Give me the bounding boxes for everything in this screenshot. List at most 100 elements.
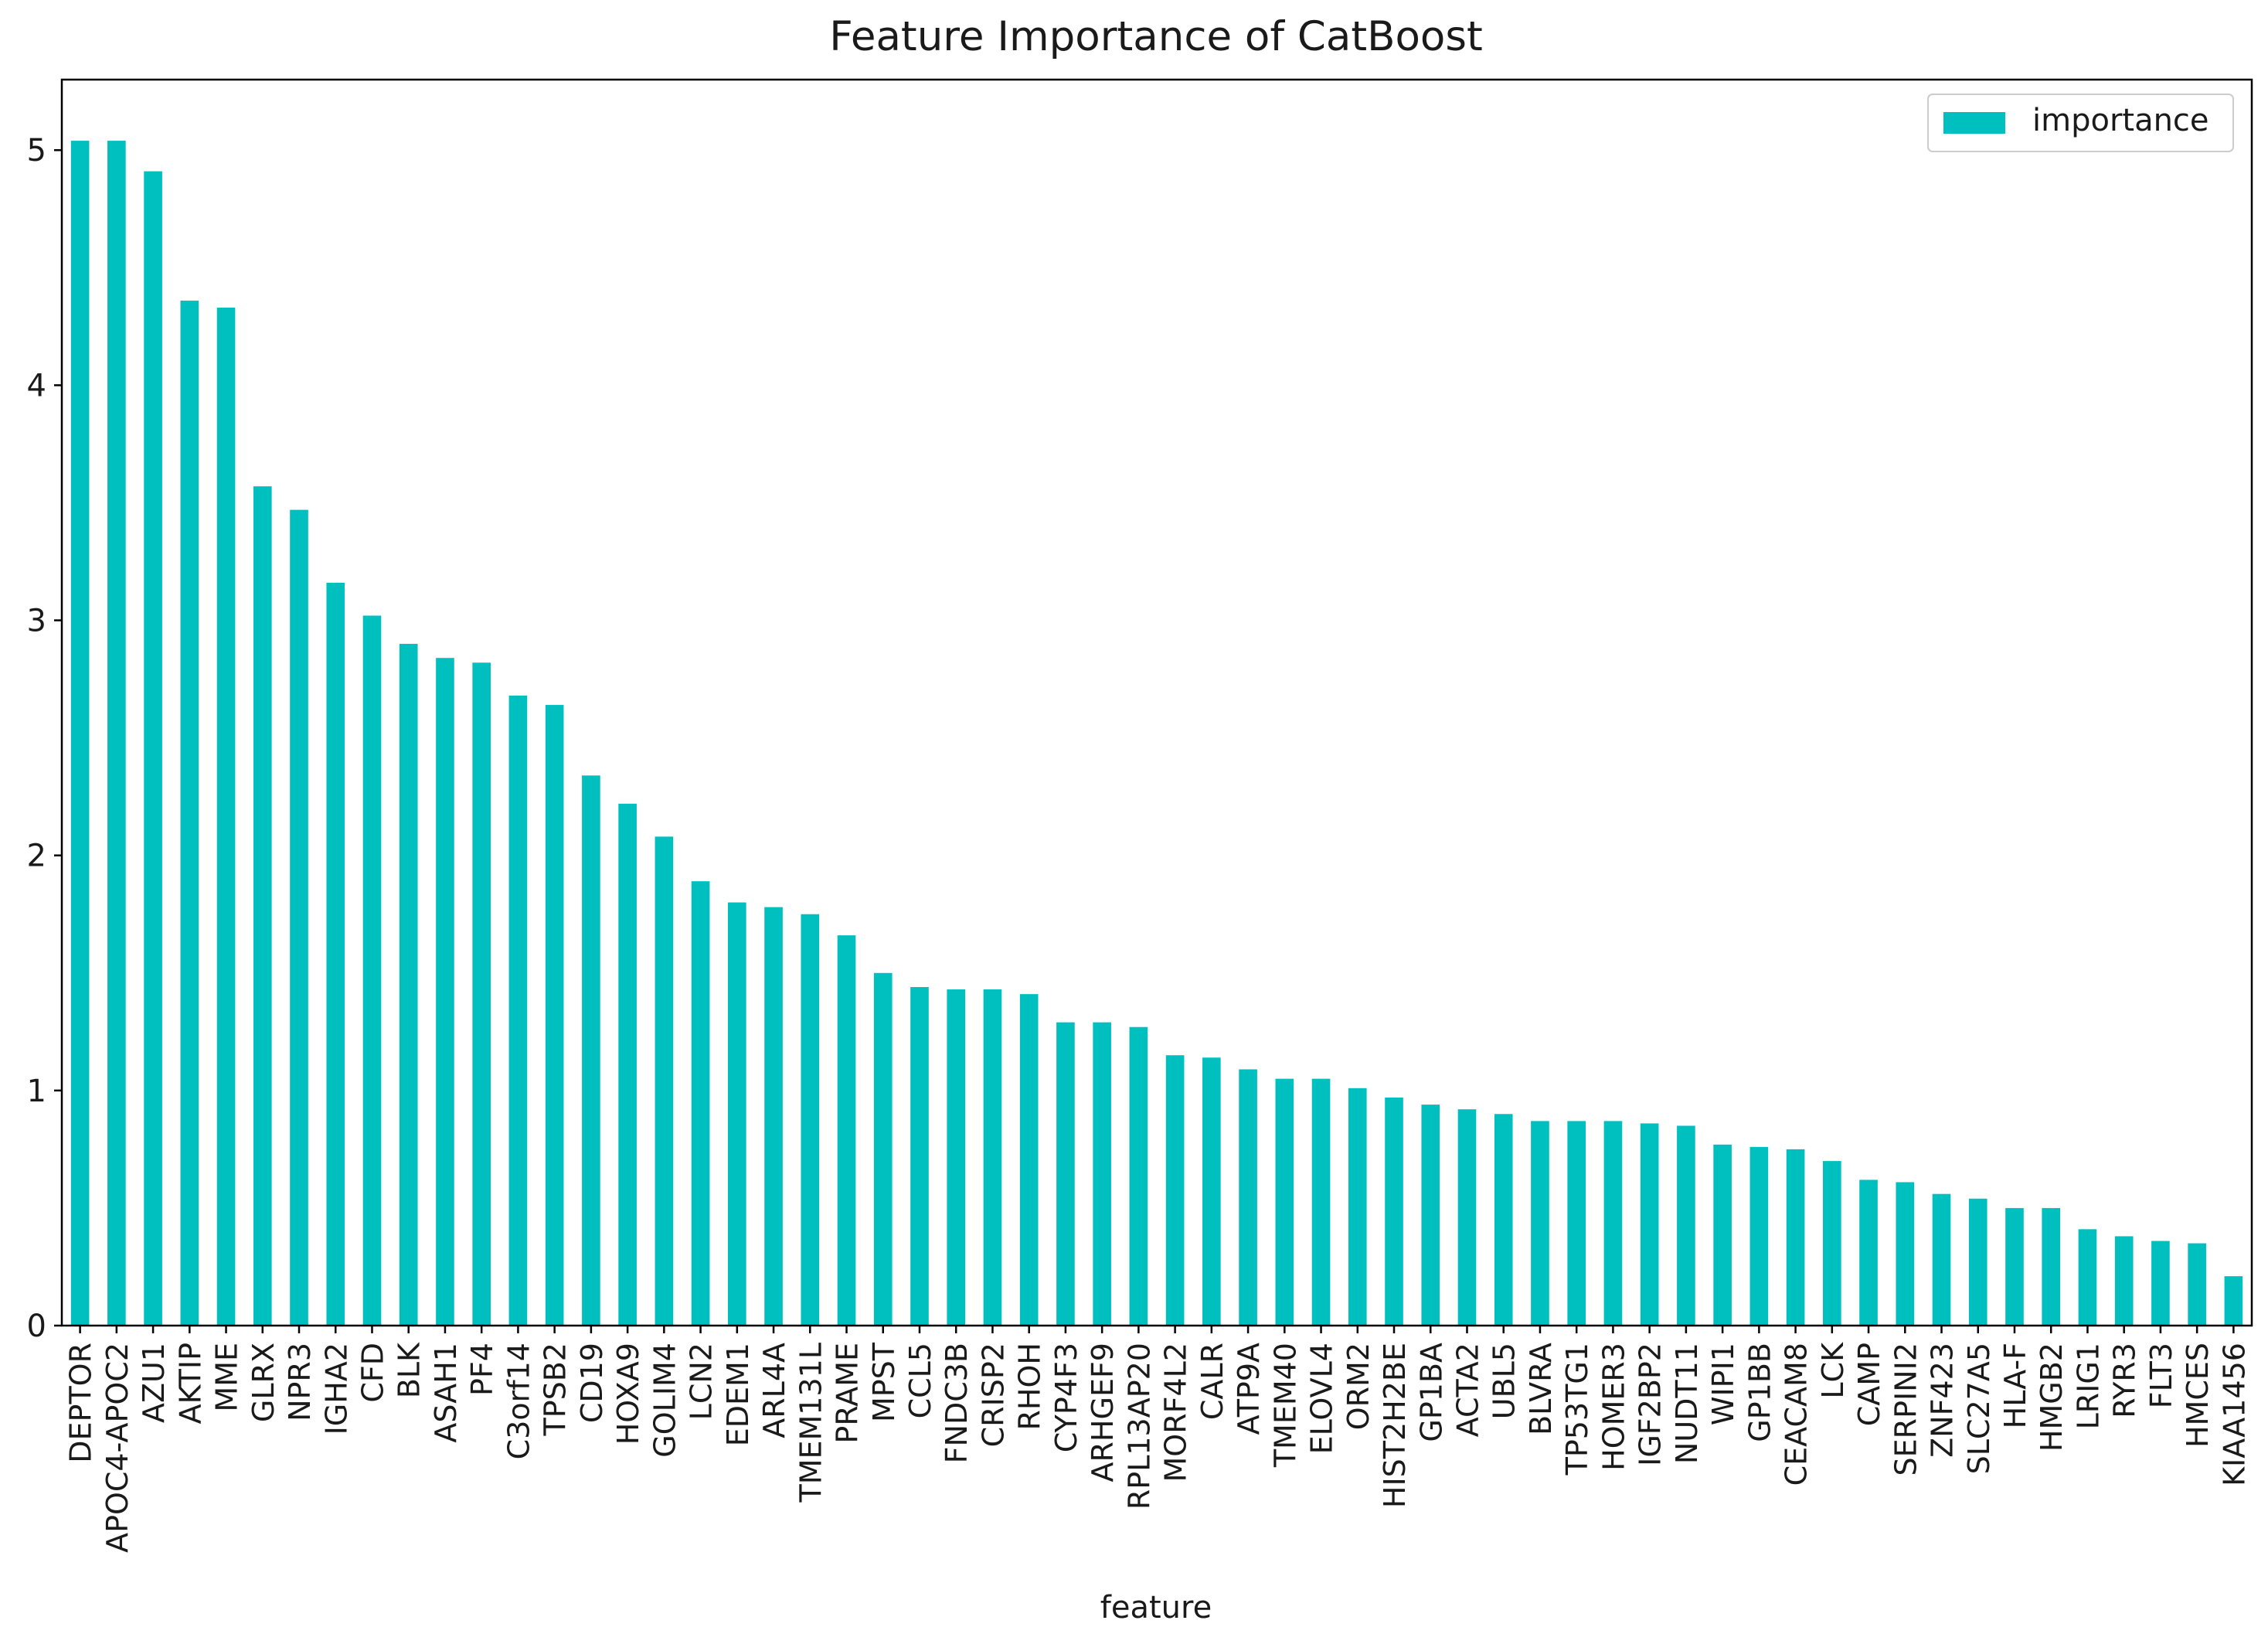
- bar: [1603, 1121, 1623, 1326]
- x-tick-label: GLRX: [247, 1343, 281, 1422]
- x-tick-label: HOMER3: [1596, 1343, 1630, 1471]
- x-tick-label: GP1BA: [1414, 1343, 1448, 1442]
- bar: [1275, 1078, 1294, 1326]
- x-tick-label: RHOH: [1013, 1343, 1047, 1430]
- x-tick-label: HMCES: [2181, 1343, 2215, 1448]
- bar: [947, 989, 966, 1326]
- x-tick-label: WIPI1: [1706, 1343, 1740, 1425]
- x-tick-label: IGF2BP2: [1634, 1343, 1668, 1466]
- bar: [216, 308, 236, 1326]
- x-tick-label: LRIG1: [2071, 1343, 2105, 1429]
- bar: [144, 171, 162, 1326]
- bar: [1859, 1180, 1878, 1326]
- legend: importance: [1927, 94, 2234, 152]
- x-tick-label: AZU1: [137, 1343, 171, 1423]
- bar: [2042, 1207, 2061, 1326]
- x-tick-label: MPST: [867, 1342, 901, 1422]
- bar: [728, 902, 746, 1326]
- bar: [436, 658, 454, 1326]
- x-tick-label: CFD: [355, 1343, 389, 1403]
- bar: [70, 141, 90, 1326]
- bar: [1457, 1109, 1477, 1326]
- y-tick-label: 0: [27, 1309, 46, 1344]
- bar: [1311, 1078, 1331, 1326]
- legend-box: [1927, 94, 2234, 152]
- bar: [253, 486, 272, 1326]
- bar: [2224, 1276, 2243, 1326]
- bar: [1019, 994, 1039, 1326]
- bar: [1713, 1144, 1732, 1326]
- x-tick-label: CCL5: [903, 1343, 937, 1418]
- bar: [1640, 1123, 1659, 1326]
- bar: [873, 972, 893, 1326]
- bar: [1677, 1125, 1695, 1326]
- x-tick-label: DEPTOR: [64, 1343, 98, 1463]
- x-tick-label: KIAA1456: [2217, 1343, 2251, 1486]
- x-tick-label: LCK: [1816, 1342, 1850, 1399]
- bar: [1567, 1121, 1586, 1326]
- bar: [1896, 1182, 1915, 1326]
- x-tick-label: PF4: [465, 1343, 499, 1396]
- bar: [691, 881, 710, 1326]
- x-tick-label: ELOVL4: [1305, 1343, 1339, 1454]
- bar: [1531, 1121, 1549, 1326]
- bar: [582, 775, 600, 1326]
- x-tick-label: MORF4L2: [1159, 1343, 1193, 1482]
- bar: [1421, 1105, 1440, 1326]
- x-tick-label: FNDC3B: [940, 1343, 974, 1463]
- x-tick-label: ZNF423: [1926, 1343, 1960, 1458]
- bar: [1932, 1193, 1951, 1326]
- y-axis: 0 1 2 3 4 5: [27, 133, 62, 1344]
- legend-swatch: [1943, 112, 2005, 134]
- bar: [1239, 1069, 1257, 1326]
- x-tick-label: HLA-F: [1998, 1343, 2032, 1428]
- x-tick-label: CD19: [575, 1343, 609, 1423]
- bar: [1749, 1146, 1769, 1326]
- x-tick-label: MME: [210, 1343, 244, 1412]
- x-axis-label: feature: [1100, 1590, 1212, 1625]
- bar: [1823, 1161, 1841, 1326]
- bar: [472, 662, 491, 1326]
- x-tick-label: RYR3: [2108, 1343, 2142, 1418]
- x-tick-label: SLC27A5: [1962, 1343, 1996, 1474]
- x-tick-label: TP53TG1: [1560, 1343, 1594, 1476]
- bar: [618, 803, 637, 1326]
- x-tick-label: GP1BB: [1743, 1343, 1777, 1442]
- y-tick-label: 2: [27, 839, 46, 874]
- x-tick-label: C3orf14: [502, 1343, 536, 1459]
- x-tick-label: CYP4F3: [1049, 1343, 1083, 1452]
- x-tick-label: HMGB2: [2035, 1343, 2069, 1452]
- bar: [2078, 1229, 2097, 1326]
- y-tick-label: 1: [27, 1074, 46, 1109]
- x-tick-label: ARL4A: [757, 1343, 791, 1438]
- y-tick-label: 3: [27, 604, 46, 639]
- bar: [362, 615, 382, 1326]
- y-tick-label: 4: [27, 368, 46, 403]
- x-tick-label: LCN2: [685, 1343, 719, 1420]
- bar: [180, 300, 199, 1326]
- bar: [107, 141, 126, 1326]
- bar: [545, 705, 564, 1326]
- bar: [1165, 1055, 1185, 1326]
- bar: [1202, 1057, 1221, 1326]
- x-tick-label: FLT3: [2144, 1343, 2178, 1408]
- bar: [1056, 1022, 1075, 1326]
- bar: [983, 989, 1002, 1326]
- x-tick-label: ACTA2: [1450, 1343, 1484, 1437]
- x-tick-label: EDEM1: [721, 1343, 755, 1446]
- x-tick-label: TMEM131L: [794, 1343, 828, 1503]
- x-tick-label: CEACAM8: [1780, 1343, 1814, 1486]
- bar: [1968, 1198, 1987, 1326]
- x-tick-label: APOC4-APOC2: [100, 1343, 134, 1553]
- bar: [290, 509, 308, 1326]
- bar: [1093, 1022, 1111, 1326]
- y-tick-label: 5: [27, 133, 46, 169]
- bar: [764, 907, 783, 1326]
- bar: [399, 643, 418, 1326]
- x-tick-label: RPL13AP20: [1122, 1343, 1156, 1510]
- bar: [910, 987, 929, 1326]
- bar-series: [70, 141, 2243, 1326]
- x-tick-label: NPR3: [283, 1343, 317, 1421]
- bar: [2005, 1207, 2024, 1326]
